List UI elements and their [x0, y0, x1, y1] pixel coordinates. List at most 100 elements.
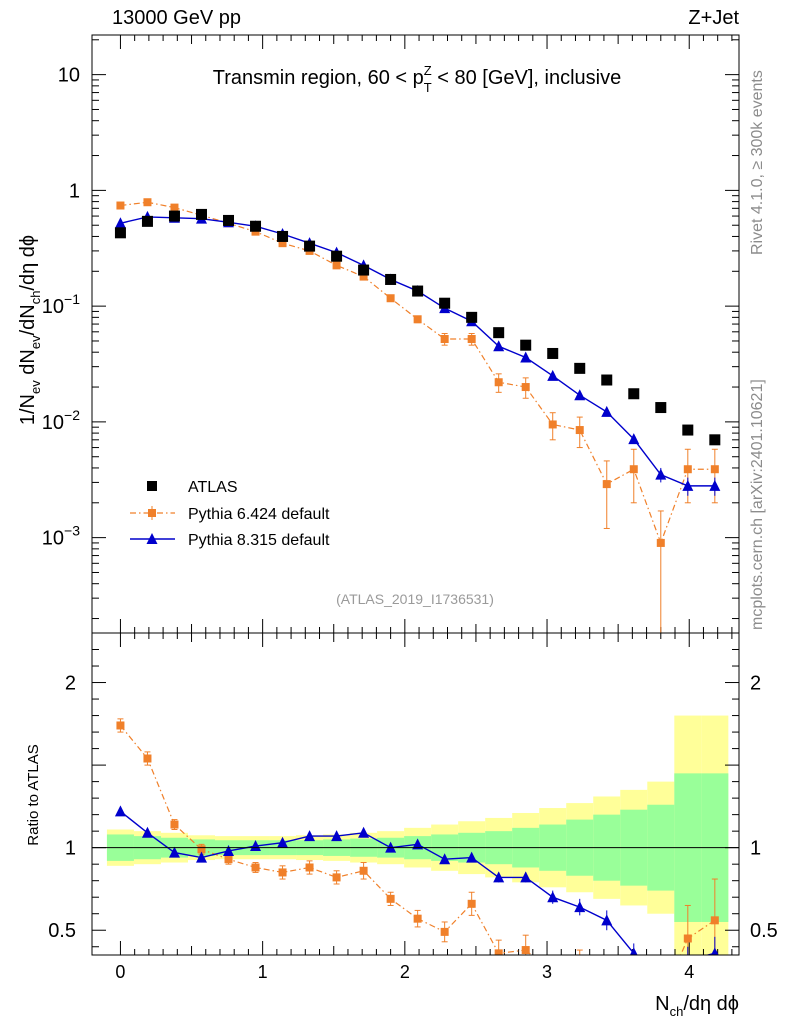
legend-label-atlas: ATLAS: [188, 479, 238, 496]
mcplots-label: mcplots.cern.ch [arXiv:2401.10621]: [749, 379, 766, 630]
pythia6-ratio-point: [630, 972, 638, 980]
pythia6-point: [629, 465, 638, 474]
pythia8-ratio-point: [412, 838, 424, 850]
legend-marker-pythia8: [146, 533, 158, 544]
pythia6-ratio-point: [386, 894, 395, 903]
y-tick-label-ratio-right: 2: [750, 673, 761, 695]
y-tick-label-main: 1: [69, 180, 80, 202]
pythia6-point: [683, 465, 692, 474]
y-tick-label-ratio-right: 0.5: [750, 920, 778, 942]
atlas-point: [709, 434, 721, 446]
atlas-point: [358, 264, 370, 276]
pythia8-ratio-point: [358, 826, 370, 838]
legend-label-pythia6: Pythia 6.424 default: [188, 506, 330, 523]
y-tick-label-main: 10−3: [42, 523, 80, 550]
y-tick-label-ratio-left: 2: [65, 673, 76, 695]
atlas-point: [168, 210, 180, 222]
pythia8-ratio-point: [439, 853, 451, 865]
pythia8-point: [520, 351, 532, 363]
pythia8-point: [601, 405, 613, 417]
atlas-point: [628, 388, 640, 400]
atlas-point: [412, 285, 424, 297]
pythia6-point: [575, 426, 584, 435]
atlas-point: [655, 402, 667, 414]
main-plot-series: [114, 198, 721, 633]
pythia6-ratio-point: [440, 927, 449, 936]
pythia6-point: [467, 335, 476, 344]
pythia8-ratio-point: [493, 871, 505, 883]
pythia6-point: [440, 335, 449, 344]
atlas-point: [466, 311, 478, 323]
pythia6-ratio-point: [278, 868, 287, 877]
pythia6-point: [710, 465, 719, 474]
pythia8-ratio-point: [466, 851, 478, 863]
pythia6-ratio-point: [332, 873, 341, 882]
legend-marker-pythia6: [148, 509, 156, 517]
axis-labels: 0 1 2 3 4 10 1 10−1 10−2 10−3 0.5 0.5 1 1 2 2: [42, 65, 778, 982]
atlas-point: [385, 273, 397, 285]
atlas-point: [574, 362, 586, 374]
pythia6-point: [548, 420, 557, 429]
pythia8-ratio-point: [304, 830, 316, 842]
pythia6-ratio-point: [305, 863, 314, 872]
atlas-point: [331, 250, 343, 262]
plot-title-part-a: Transmin region, 60 < p: [213, 67, 424, 89]
pythia6-ratio-point: [683, 934, 692, 943]
pythia8-ratio-point: [250, 840, 262, 852]
pythia6-ratio-point: [251, 863, 260, 872]
pythia8-ratio-point: [629, 947, 638, 955]
atlas-point: [277, 230, 289, 242]
x-tick-label: 3: [542, 962, 552, 982]
pythia6-point: [116, 201, 125, 210]
y-tick-label-main: 10−1: [42, 291, 80, 318]
pythia6-point: [278, 239, 287, 248]
atlas-point: [195, 208, 207, 220]
pythia8-point: [709, 479, 721, 491]
pythia8-point: [547, 369, 559, 381]
x-tick-label: 0: [115, 962, 125, 982]
legend-marker-atlas: [147, 481, 157, 491]
pythia8-ratio-point: [520, 871, 532, 883]
atlas-point: [223, 214, 235, 226]
pythia6-point: [413, 315, 422, 324]
atlas-point: [520, 339, 532, 351]
pythia6-point: [386, 294, 395, 303]
pythia8-point: [493, 340, 505, 352]
x-tick-label: 2: [400, 962, 410, 982]
pythia8-point: [655, 468, 667, 480]
atlas-point: [114, 227, 126, 239]
pythia8-ratio-point: [655, 964, 666, 975]
pythia6-ratio-point: [224, 855, 233, 864]
pythia8-ratio-point: [141, 826, 153, 838]
pythia8-ratio-point: [547, 891, 559, 903]
pythia6-point: [494, 378, 503, 387]
axis-ticks: [92, 35, 739, 955]
pythia8-ratio-point: [277, 836, 289, 848]
pythia6-ratio-point: [467, 899, 476, 908]
pythia8-point: [574, 389, 586, 401]
pythia8-ratio-point: [223, 844, 235, 856]
pythia6-ratio-point: [494, 949, 503, 955]
plot-title-sub: T: [424, 80, 432, 95]
pythia6-ratio-point: [197, 845, 206, 854]
plot-title: Transmin region, 60 < pZ T < 80 [GeV], in…: [213, 63, 622, 95]
pythia6-ratio-point: [710, 916, 719, 925]
plot-title-part-b: < 80 [GeV], inclusive: [432, 67, 622, 89]
pythia8-ratio-point: [195, 851, 207, 863]
atlas-point: [547, 347, 559, 359]
atlas-point: [304, 240, 316, 252]
rivet-label: Rivet 4.1.0, ≥ 300k events: [749, 70, 766, 255]
pythia6-point: [143, 198, 152, 207]
pythia6-ratio-point: [603, 989, 611, 997]
atlas-point: [439, 297, 451, 309]
pythia8-point: [682, 479, 694, 491]
pythia8-point: [628, 433, 640, 445]
reference-label: (ATLAS_2019_I1736531): [336, 591, 494, 607]
atlas-point: [682, 424, 694, 436]
atlas-point: [141, 215, 153, 227]
legend-label-pythia8: Pythia 8.315 default: [188, 532, 330, 549]
pythia8-ratio-point: [574, 901, 586, 913]
pythia8-ratio-point: [331, 830, 343, 842]
pythia6-ratio-point: [143, 754, 152, 763]
